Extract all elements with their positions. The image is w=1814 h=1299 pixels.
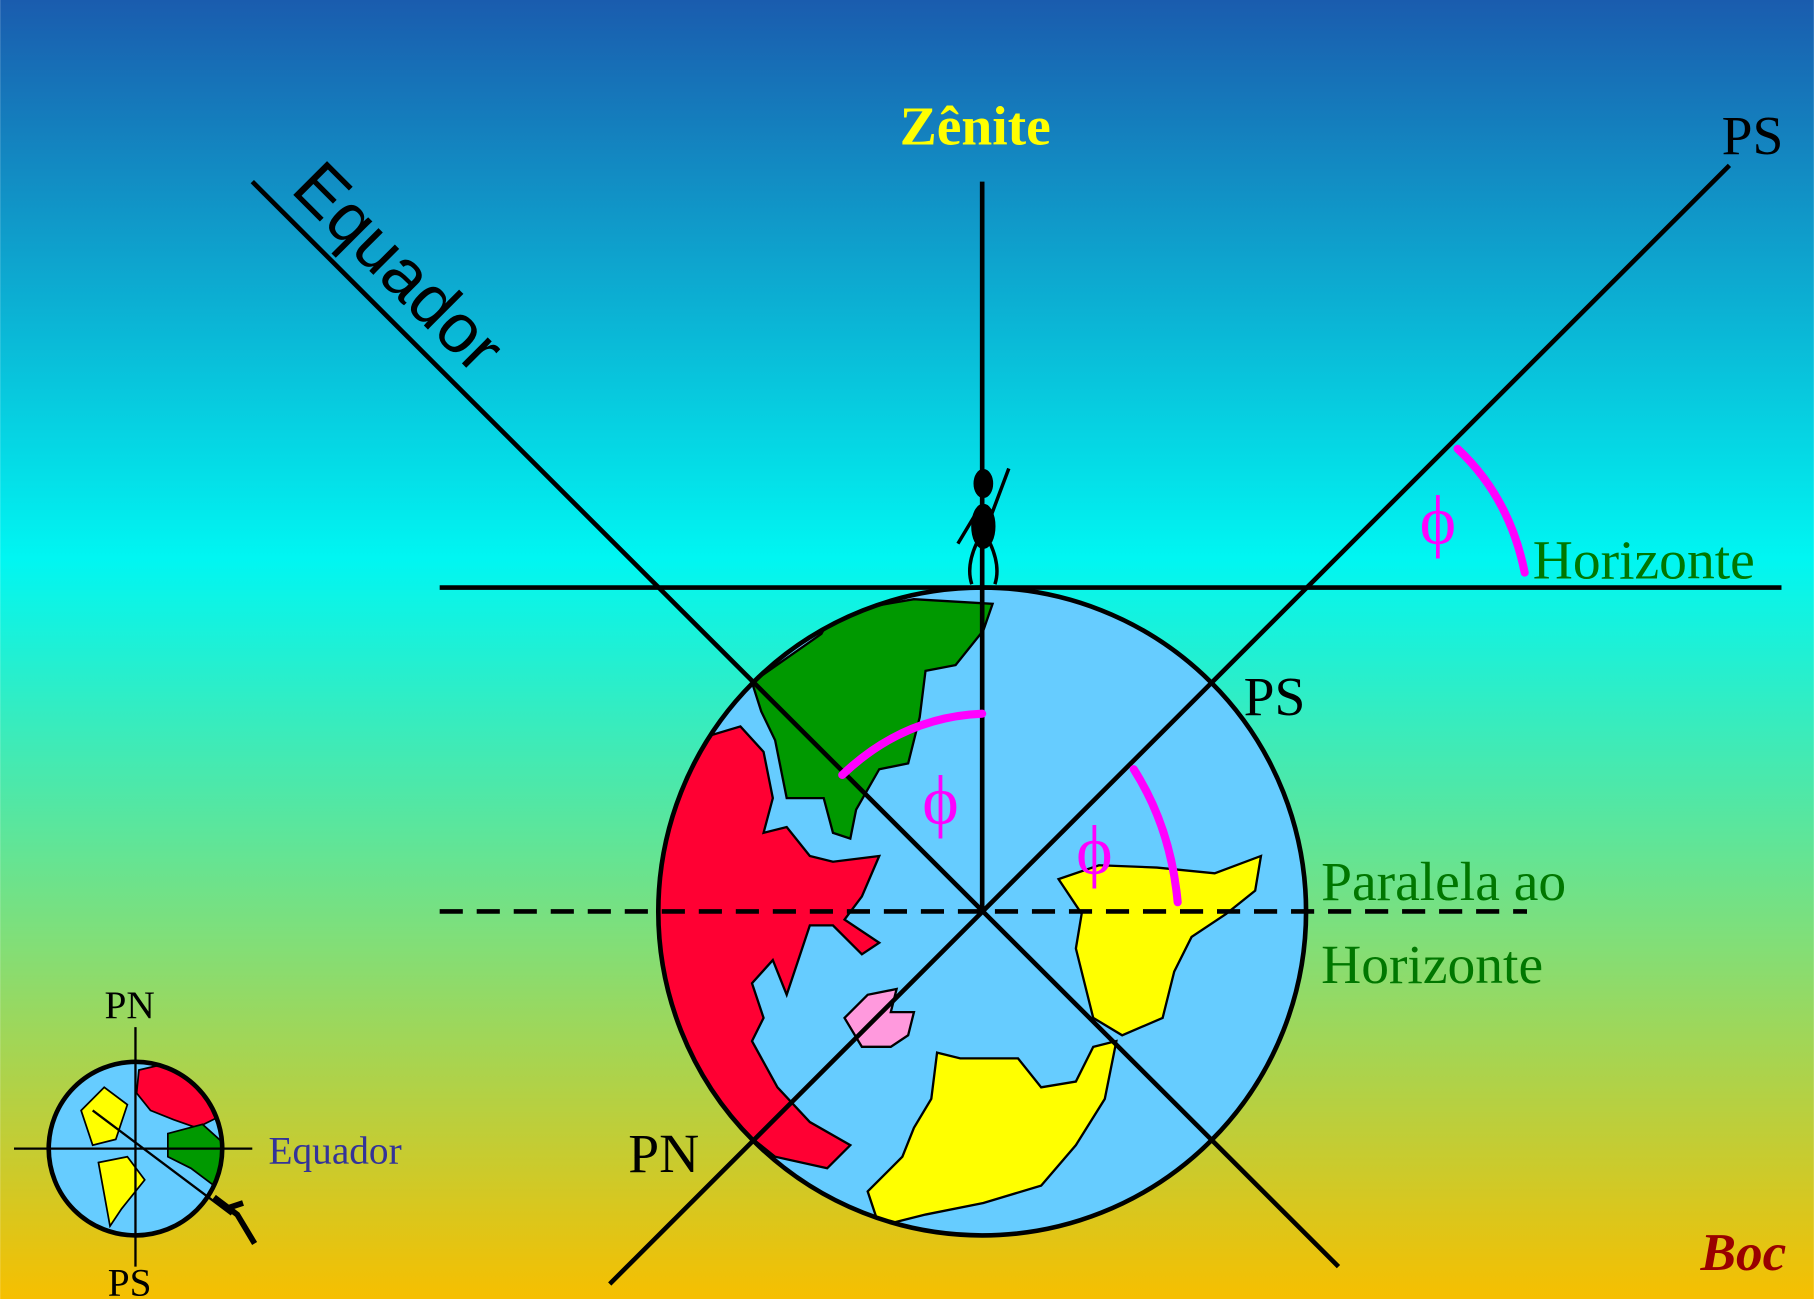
phi-label: ϕ bbox=[1420, 483, 1457, 560]
phi-label: ϕ bbox=[1076, 812, 1113, 889]
pn-label: PN bbox=[628, 1124, 699, 1185]
inset-globe bbox=[14, 1027, 258, 1267]
ps-top-label: PS bbox=[1722, 106, 1784, 167]
horizon-label: Horizonte bbox=[1533, 530, 1755, 591]
zenith-label: Zênite bbox=[900, 97, 1051, 158]
equator-line bbox=[250, 179, 1341, 1269]
ps-globe-label: PS bbox=[1244, 667, 1306, 728]
parallel-label: Paralela ao bbox=[1321, 852, 1566, 913]
author: Boc bbox=[1700, 1223, 1787, 1282]
angle-arcs bbox=[838, 444, 1529, 907]
inset-ps-label: PS bbox=[108, 1261, 152, 1299]
inset-equator-label: Equador bbox=[268, 1129, 401, 1173]
parallel-label: Horizonte bbox=[1321, 935, 1543, 996]
lines bbox=[250, 163, 1782, 1286]
pole-axis bbox=[608, 163, 1732, 1286]
inset-pn-label: PN bbox=[105, 983, 155, 1027]
observer bbox=[956, 467, 1011, 585]
phi-label: ϕ bbox=[922, 763, 959, 840]
